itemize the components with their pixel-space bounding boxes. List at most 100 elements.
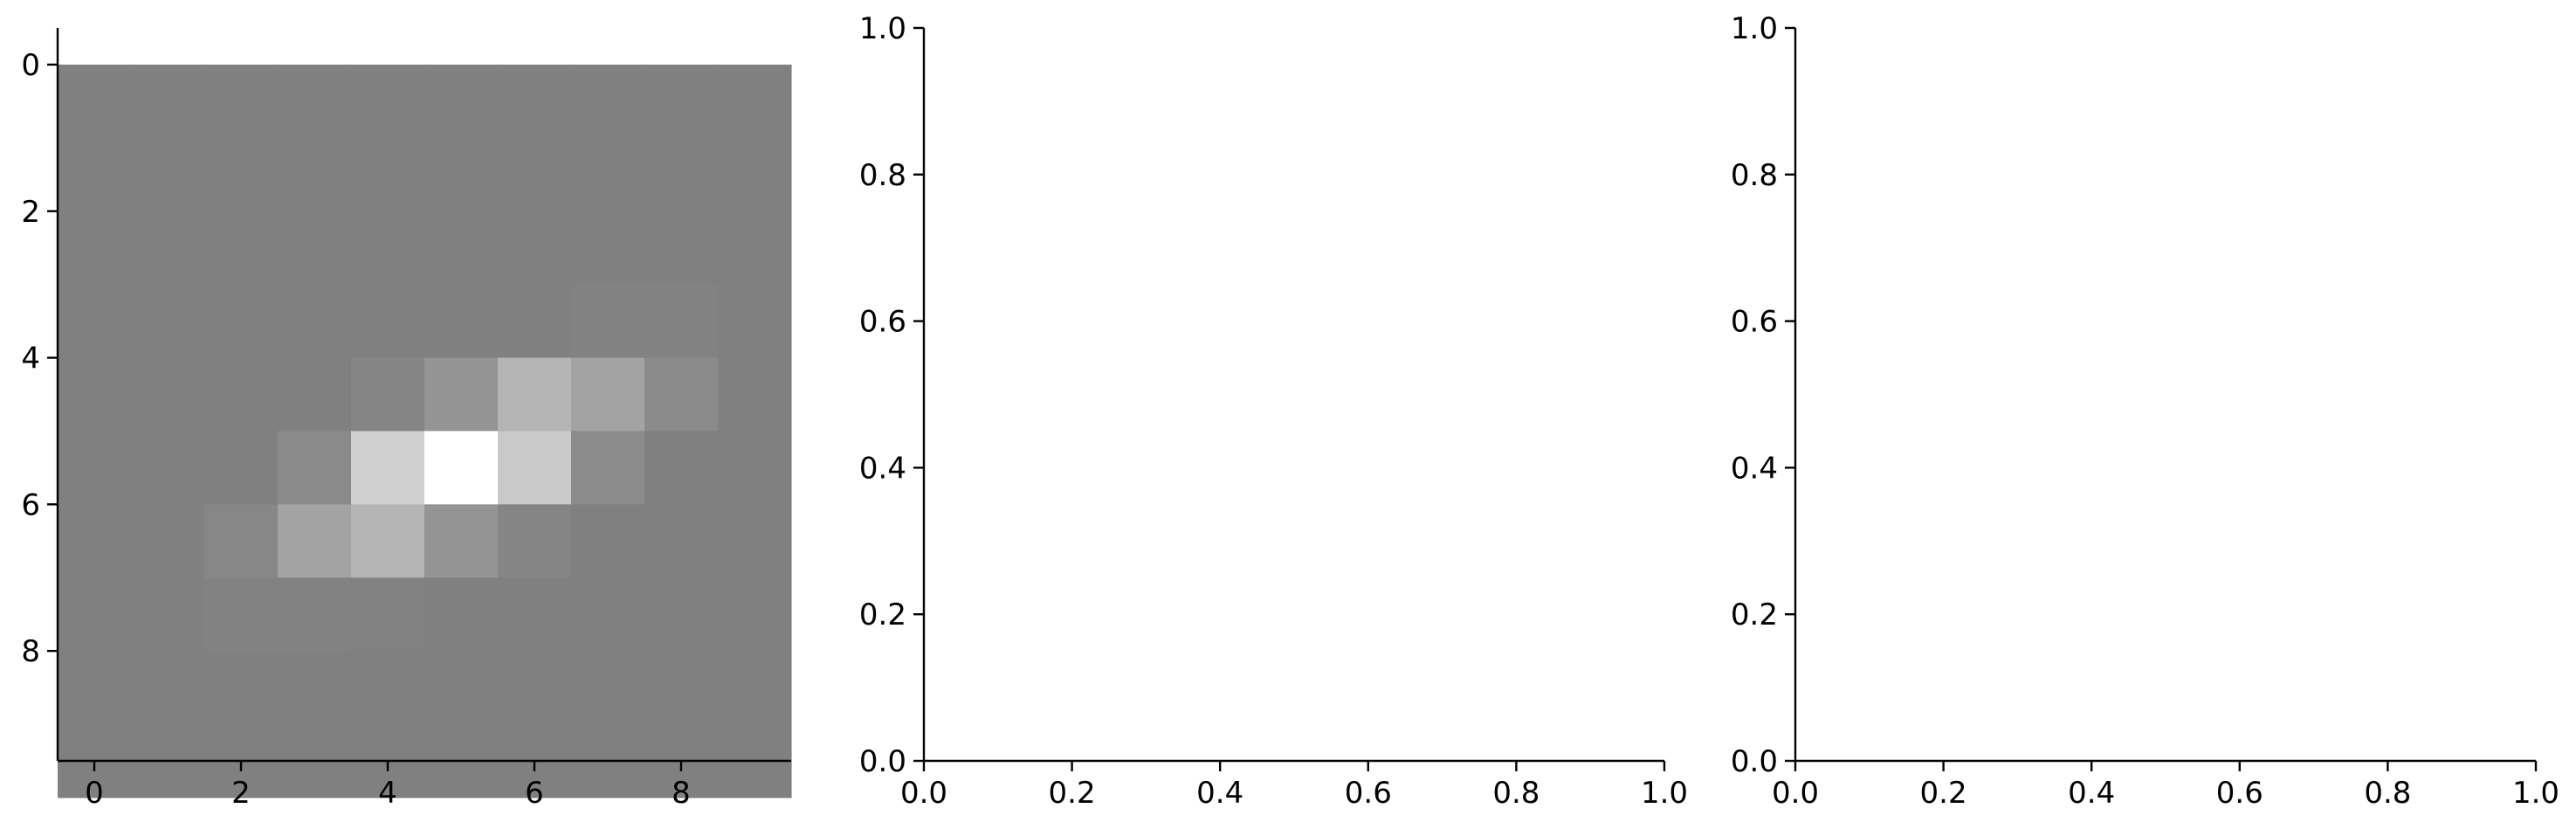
heatmap-cell <box>58 431 132 505</box>
empty-axes-panel-2: 0.0 0.2 0.4 0.6 0.8 1.0 0.0 0.2 0.4 0.6 0.8 1.0 <box>1731 11 2559 811</box>
heatmap-cell <box>351 357 425 432</box>
heatmap-cell <box>718 64 792 139</box>
heatmap-cell <box>58 137 132 212</box>
x-tick-label: 1.0 <box>2512 776 2559 811</box>
y-tick-label: 2 <box>21 195 40 230</box>
heatmap-cell <box>424 211 499 286</box>
heatmap-cell <box>498 284 572 359</box>
heatmap-cell <box>424 284 499 359</box>
x-tick-label: 0.4 <box>2068 776 2115 811</box>
x-tick-label: 2 <box>231 776 251 811</box>
heatmap-cell <box>58 357 132 432</box>
y-tick-label: 0.4 <box>1731 451 1778 486</box>
heatmap-cell <box>278 651 352 725</box>
heatmap-cell <box>571 211 645 286</box>
heatmap-cell <box>131 137 205 212</box>
x-tick-label: 0 <box>85 776 104 811</box>
heatmap-cell <box>351 651 425 725</box>
heatmap-cell <box>131 64 205 139</box>
y-tick-label: 4 <box>21 342 40 377</box>
x-tick-label: 6 <box>525 776 544 811</box>
heatmap-cell <box>644 504 719 578</box>
x-tick-label: 0.2 <box>1049 776 1096 811</box>
heatmap-cell <box>424 64 499 139</box>
heatmap-cell <box>718 284 792 359</box>
heatmap-cell <box>58 504 132 578</box>
y-tick-label: 0.8 <box>859 158 906 193</box>
heatmap-cell <box>644 211 719 286</box>
heatmap-cell <box>204 64 279 139</box>
x-tick-label: 0.0 <box>1772 776 1819 811</box>
heatmap-cell <box>131 577 205 652</box>
heatmap-cell <box>58 577 132 652</box>
heatmap-cell <box>644 284 719 359</box>
heatmap-cell <box>278 211 352 286</box>
heatmap-cell <box>718 431 792 505</box>
heatmap-cell <box>571 357 645 432</box>
heatmap-cell <box>204 357 279 432</box>
y-tick-label: 8 <box>21 634 40 669</box>
heatmap-cell <box>644 577 719 652</box>
heatmap-cell <box>58 651 132 725</box>
heatmap-cell <box>498 64 572 139</box>
heatmap-cell <box>571 64 645 139</box>
heatmap-cell <box>498 504 572 578</box>
heatmap-cell <box>424 431 499 505</box>
x-tick-label: 0.0 <box>900 776 947 811</box>
heatmap-cell <box>351 504 425 578</box>
heatmap-cell <box>131 284 205 359</box>
y-tick-label: 0.2 <box>859 598 906 632</box>
heatmap-cell <box>718 211 792 286</box>
heatmap-cell <box>718 651 792 725</box>
heatmap-cell <box>424 577 499 652</box>
x-tick-label: 0.6 <box>2216 776 2263 811</box>
y-tick-label: 0.2 <box>1731 598 1778 632</box>
y-tick-label: 0.0 <box>1731 744 1778 779</box>
heatmap-cell <box>644 357 719 432</box>
heatmap-cell <box>571 284 645 359</box>
heatmap-cell <box>571 651 645 725</box>
x-tick-label: 0.2 <box>1920 776 1967 811</box>
heatmap-cell <box>571 504 645 578</box>
y-tick-label: 0.6 <box>1731 305 1778 340</box>
heatmap-cell <box>278 284 352 359</box>
heatmap-cell <box>644 431 719 505</box>
heatmap-cell <box>498 211 572 286</box>
x-tick-label: 0.8 <box>1492 776 1539 811</box>
heatmap-cell <box>204 284 279 359</box>
heatmap-cell <box>204 137 279 212</box>
heatmap-cell <box>131 651 205 725</box>
heatmap-cell <box>131 211 205 286</box>
x-tick-label: 0.4 <box>1196 776 1243 811</box>
y-tick-label: 0.0 <box>859 744 906 779</box>
heatmap-cell <box>204 431 279 505</box>
heatmap-cell <box>204 504 279 578</box>
heatmap-cell <box>351 211 425 286</box>
heatmap-cell <box>58 64 132 139</box>
y-tick-label: 1.0 <box>1731 11 1778 46</box>
y-tick-label: 0 <box>21 48 40 83</box>
heatmap-cell <box>131 357 205 432</box>
y-tick-label: 1.0 <box>859 11 906 46</box>
heatmap-cell <box>424 504 499 578</box>
x-tick-label: 1.0 <box>1641 776 1688 811</box>
heatmap-cell <box>571 137 645 212</box>
x-tick-label: 4 <box>378 776 397 811</box>
heatmap-cell <box>424 357 499 432</box>
heatmap-cell <box>718 137 792 212</box>
empty-axes-panel-1: 0.0 0.2 0.4 0.6 0.8 1.0 0.0 0.2 0.4 0.6 0.8 1.0 <box>859 11 1688 811</box>
heatmap-cell <box>498 577 572 652</box>
heatmap-cell <box>131 504 205 578</box>
heatmap-cell <box>131 431 205 505</box>
heatmap-cell <box>58 284 132 359</box>
heatmap-cell <box>424 651 499 725</box>
heatmap-cell <box>278 357 352 432</box>
heatmap-cell <box>571 577 645 652</box>
heatmap-cell <box>498 431 572 505</box>
heatmap-cell <box>278 577 352 652</box>
heatmap-cell <box>571 431 645 505</box>
heatmap-cell <box>351 431 425 505</box>
heatmap-cell <box>58 211 132 286</box>
heatmap-cells <box>58 64 792 798</box>
